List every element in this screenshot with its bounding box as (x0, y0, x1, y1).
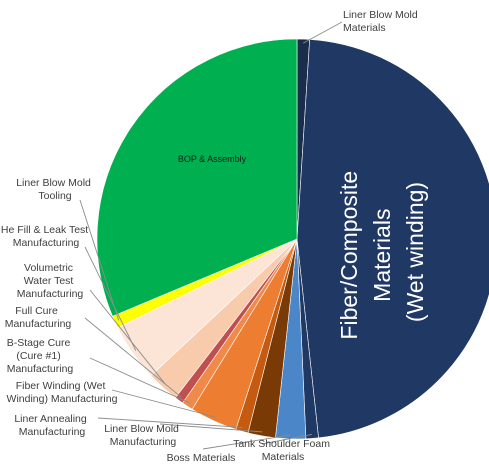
label-liner-blow-mold-tooling: Liner Blow Mold Tooling (16, 177, 94, 202)
label-volumetric-water-test: Volumetric Water Test Manufacturing (17, 262, 84, 300)
label-fiber-winding: Fiber Winding (Wet Winding) Manufacturin… (7, 380, 118, 405)
leader-line-liner-blow-mold-manufacturing (159, 423, 263, 433)
label-b-stage-cure: B-Stage Cure (Cure #1) Manufacturing (7, 337, 74, 375)
pie-slice-bop-assembly (96, 38, 298, 317)
leader-line-fiber-winding-wet-winding-manufacturing (111, 389, 216, 418)
leader-line-tank-shoulder-foam-materials (261, 433, 312, 445)
leader-line-liner-annealing-manufacturing (97, 417, 244, 428)
label-liner-annealing: Liner Annealing Manufacturing (14, 413, 89, 438)
label-bop-assembly: BOP & Assembly (178, 154, 247, 164)
leader-line-liner-blow-mold-materials (302, 21, 343, 44)
leader-line-liner-blow-mold-tooling (79, 199, 120, 321)
label-full-cure: Full Cure Manufacturing (5, 305, 72, 330)
leader-line-b-stage-cure-cure-1-manufacturing (89, 357, 190, 404)
label-liner-blow-mold-manufacturing: Liner Blow Mold Manufacturing (104, 423, 182, 448)
label-liner-blow-mold-materials: Liner Blow Mold Materials (343, 9, 421, 34)
leader-line-he-fill-leak-test-manufacturing (84, 246, 137, 351)
leader-line-boss-materials (202, 434, 291, 450)
label-fiber-composite: Fiber/Composite Materials (Wet winding) (336, 164, 428, 339)
leader-lines (79, 21, 343, 450)
leader-line-volumetric-water-test-manufacturing (89, 289, 166, 385)
label-tank-shoulder-foam: Tank Shoulder Foam Materials (233, 438, 333, 463)
label-boss-materials: Boss Materials (167, 452, 236, 464)
pie-slice-fiber-composite-materials-wet-winding (296, 39, 489, 439)
label-he-fill-leak-test: He Fill & Leak Test Manufacturing (1, 224, 91, 249)
pie-slices (96, 38, 489, 440)
